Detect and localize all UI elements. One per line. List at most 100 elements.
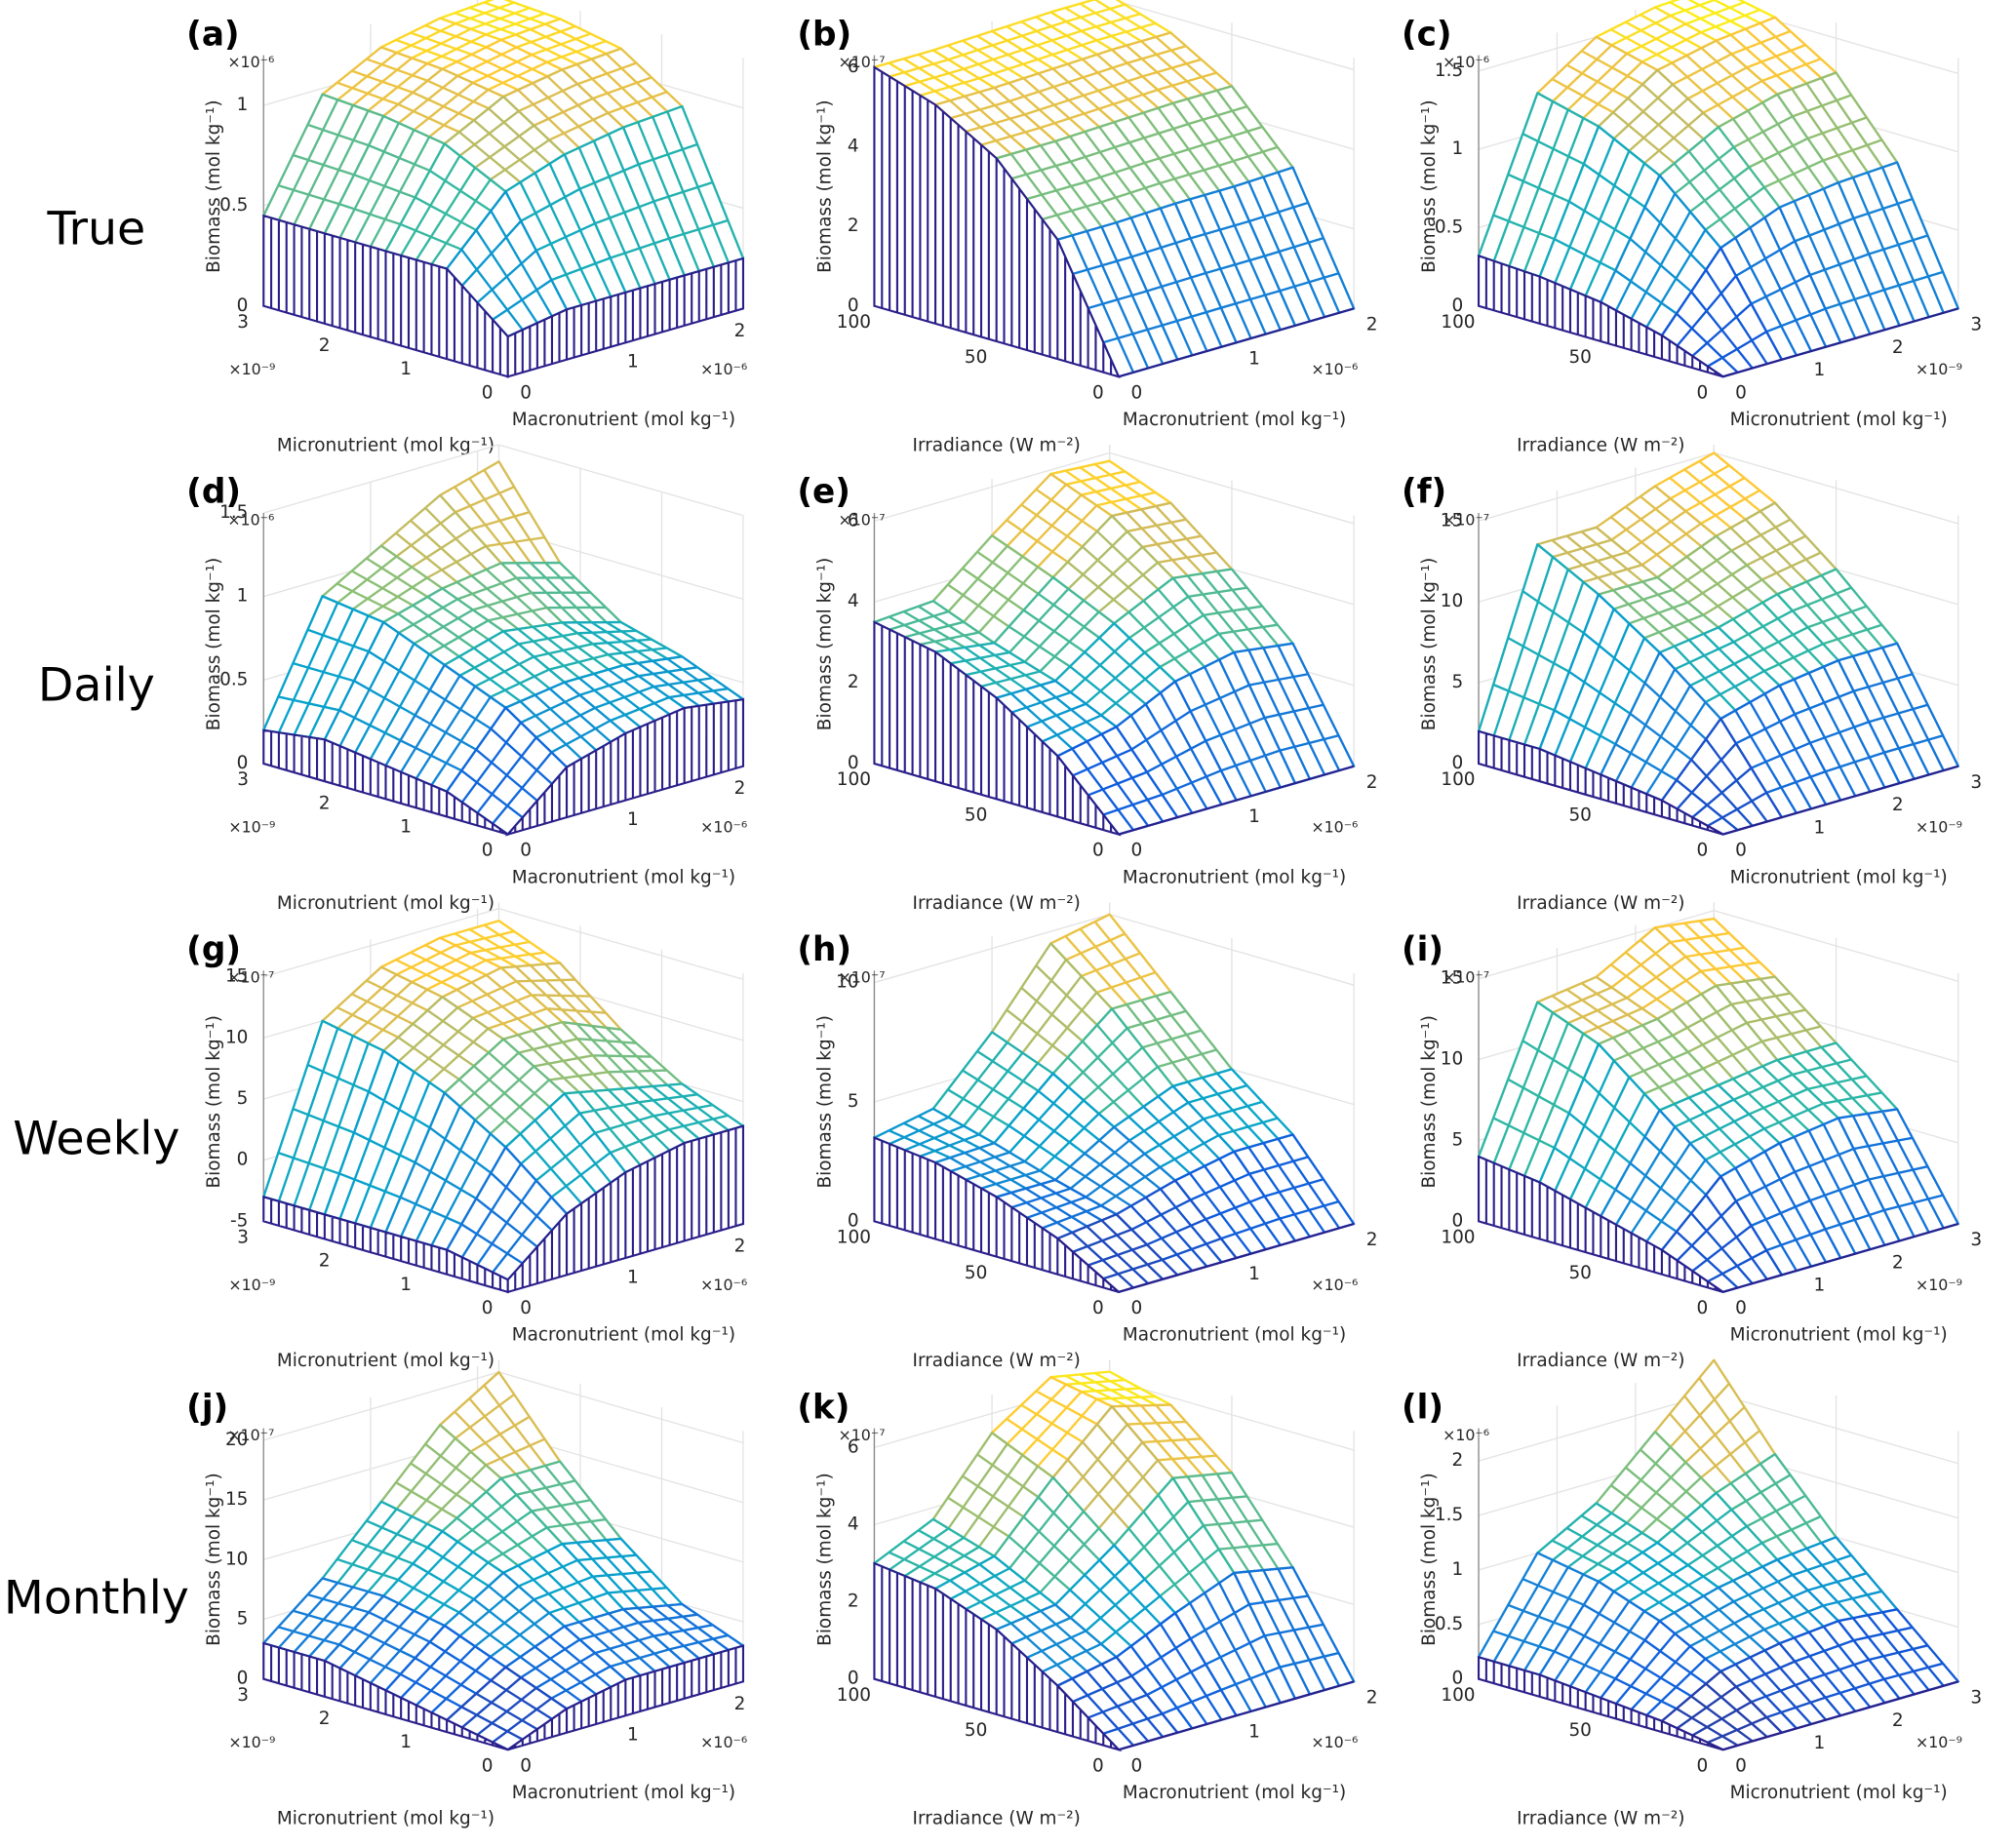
row-label: Daily: [38, 658, 155, 712]
surface-cell: [499, 1460, 622, 1546]
z-exponent: ×10⁻⁷: [839, 968, 886, 987]
surface-cell: [499, 962, 622, 1031]
surface-cell: [1595, 485, 1718, 579]
surface-cell: [621, 104, 745, 277]
y-axis-label: Macronutrient (mol kg⁻¹): [1123, 410, 1346, 430]
surface-cell: [1477, 1001, 1601, 1184]
surface-cell: [993, 67, 1116, 143]
surface-cell: [262, 595, 385, 741]
surface-curtain: [507, 1644, 745, 1751]
surface-cell: [1171, 85, 1294, 188]
surface-cell: [1653, 1358, 1777, 1495]
surface-cell: [323, 620, 446, 767]
surface-cell: [563, 1608, 686, 1681]
z-tick-label: 0.5: [1435, 216, 1463, 237]
x-tick-label: 50: [965, 805, 987, 825]
y-tick-label: 3: [1970, 772, 1982, 793]
x-tick-label: 0: [1092, 841, 1104, 861]
surface-cell: [379, 17, 502, 70]
z-tick-label: 0: [1451, 1210, 1463, 1231]
y-tick-label: 2: [734, 778, 746, 799]
surface-cell: [873, 600, 996, 653]
z-exponent: ×10⁻⁷: [839, 53, 886, 71]
surface-cell: [1477, 543, 1601, 751]
y-exponent: ×10⁻⁶: [1311, 1276, 1358, 1294]
x-tick-label: 100: [1441, 769, 1475, 790]
surface-curtain: [873, 1561, 1123, 1752]
surface-cell: [1776, 71, 1899, 184]
x-tick-label: 100: [1441, 1228, 1475, 1248]
z-tick-label: 0: [1451, 753, 1463, 773]
panel-label: (e): [797, 473, 850, 512]
y-tick-label: 0: [1735, 1298, 1747, 1318]
surface-cell: [1715, 975, 1838, 1062]
z-tick-label: 1: [1451, 1559, 1463, 1580]
surface-cell: [1776, 568, 1899, 662]
grid-line: [498, 908, 744, 980]
surface-curtain: [504, 697, 745, 837]
surface-cell: [1538, 1580, 1661, 1700]
panel-label: (l): [1402, 1388, 1443, 1427]
surface-cell: [443, 630, 566, 709]
x-tick-label: 50: [965, 1263, 987, 1283]
surface-cell: [933, 1142, 1057, 1199]
surface-cell: [501, 1020, 625, 1095]
surface-cell: [1538, 1042, 1661, 1218]
z-axis-label: Biomass (mol kg⁻¹): [204, 1015, 224, 1189]
x-axis-label: Irradiance (W m⁻²): [913, 893, 1081, 914]
x-exponent: ×10⁻⁹: [228, 1733, 275, 1751]
surface-cell: [995, 680, 1118, 758]
x-tick-label: 100: [1441, 312, 1475, 333]
surface-cell: [1056, 1656, 1179, 1751]
surface-cell: [1233, 1133, 1356, 1242]
z-tick-label: 10: [836, 972, 858, 993]
panel-label: (k): [797, 1388, 850, 1427]
surface-cell: [1837, 642, 1959, 785]
x-tick-label: 0: [1697, 382, 1709, 403]
surface-curtain: [1477, 729, 1724, 836]
panel-label: (b): [797, 15, 851, 54]
y-exponent: ×10⁻⁶: [1311, 1733, 1358, 1751]
surface-cell: [1536, 975, 1659, 1045]
surface-cell: [1660, 247, 1784, 378]
z-axis-label: Biomass (mol kg⁻¹): [814, 558, 835, 730]
z-axis-label: Biomass (mol kg⁻¹): [1419, 1473, 1440, 1646]
surface-cell: [1536, 35, 1659, 128]
surface-cell: [1173, 1571, 1297, 1717]
x-exponent: ×10⁻⁹: [228, 360, 275, 378]
y-tick-label: 0: [1131, 841, 1143, 861]
surface-cell: [995, 1603, 1118, 1687]
surface-cell: [1717, 593, 1840, 688]
y-tick-label: 1: [1248, 1721, 1260, 1742]
x-axis-label: Irradiance (W m⁻²): [913, 435, 1081, 455]
y-exponent: ×10⁻⁶: [700, 1276, 747, 1294]
surface-cell: [1597, 575, 1720, 654]
surface-cell: [1600, 1109, 1722, 1252]
z-tick-label: 0: [237, 1669, 249, 1689]
surface-cell: [995, 139, 1118, 241]
x-tick-label: 50: [965, 347, 987, 368]
surface-cell: [1717, 93, 1840, 209]
y-exponent: ×10⁻⁹: [1916, 1733, 1962, 1751]
panel-label: (a): [186, 15, 239, 54]
y-exponent: ×10⁻⁹: [1916, 817, 1962, 836]
y-exponent: ×10⁻⁶: [1311, 817, 1358, 836]
surface-cell: [931, 1031, 1054, 1145]
surface-cell: [262, 1577, 385, 1663]
surface-cell: [1653, 917, 1777, 987]
z-tick-label: 1.5: [1435, 1505, 1463, 1525]
surface-cell: [439, 1370, 562, 1480]
z-exponent: ×10⁻⁷: [839, 510, 886, 529]
y-tick-label: 2: [1366, 315, 1378, 335]
surface-cell: [990, 472, 1114, 579]
surface-cell: [1173, 650, 1297, 802]
z-exponent: ×10⁻⁷: [839, 1426, 886, 1444]
y-tick-label: 1: [1248, 1264, 1260, 1284]
x-exponent: ×10⁻⁹: [228, 1276, 275, 1294]
y-tick-label: 1: [1814, 1733, 1826, 1753]
surface-curtain: [1118, 1680, 1355, 1751]
surface-cell: [1597, 1541, 1720, 1623]
x-exponent: ×10⁻⁹: [228, 817, 275, 836]
z-tick-label: 2: [1451, 1450, 1463, 1471]
z-axis-label: Biomass (mol kg⁻¹): [204, 99, 224, 273]
